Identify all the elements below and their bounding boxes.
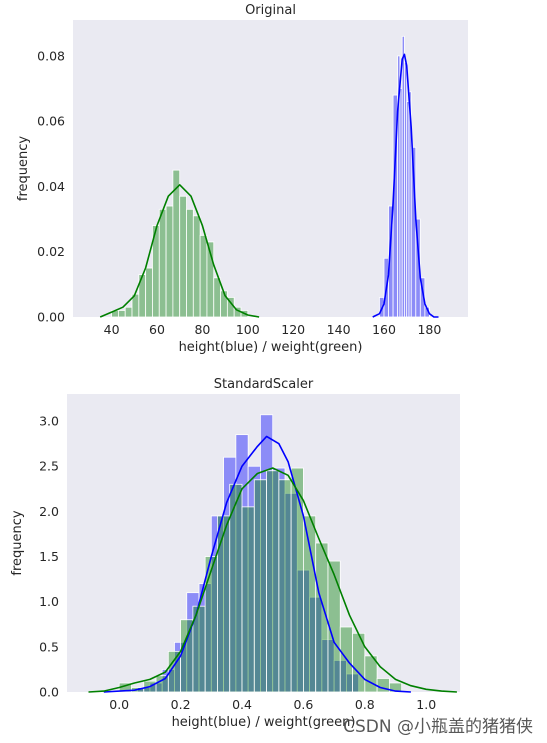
x-tick-label: 0.4	[232, 697, 252, 712]
bar-weight	[278, 479, 292, 693]
y-tick-label: 2.0	[39, 504, 59, 519]
y-tick-label: 0.0	[39, 685, 59, 700]
y-tick-label: 0.08	[37, 48, 65, 63]
x-tick-label: 0.2	[171, 697, 191, 712]
bar-weight	[172, 169, 181, 318]
x-tick-label: 0.0	[109, 697, 129, 712]
bar-weight	[124, 306, 133, 318]
kde-line-height	[103, 435, 411, 693]
y-tick-label: 0.06	[37, 114, 65, 129]
y-tick-label: 1.5	[39, 549, 59, 564]
y-axis-label: frequency	[10, 510, 25, 576]
x-tick-label: 180	[417, 322, 441, 337]
bar-weight	[253, 479, 267, 693]
y-tick-label: 3.0	[39, 414, 59, 429]
x-axis-label: height(blue) / weight(green)	[179, 340, 363, 355]
bar-weight	[165, 205, 174, 318]
x-tick-label: 160	[372, 322, 396, 337]
bar-weight	[327, 560, 341, 693]
bar-weight	[213, 277, 221, 318]
bar-weight	[179, 195, 187, 318]
x-tick-label: 40	[104, 322, 120, 337]
x-tick-label: 120	[281, 322, 305, 337]
x-tick-label: 1.0	[416, 697, 436, 712]
bar-weight	[192, 215, 201, 318]
x-tick-label: 100	[236, 322, 260, 337]
bar-weight	[303, 515, 317, 693]
bar-weight	[388, 682, 403, 693]
x-axis-label: height(blue) / weight(green)	[172, 715, 356, 730]
y-tick-label: 0.00	[37, 310, 65, 325]
bar-weight	[158, 208, 167, 318]
x-tick-label: 60	[149, 322, 165, 337]
bar-weight	[145, 267, 153, 318]
x-tick-label: 80	[194, 322, 210, 337]
bar-weight	[217, 515, 231, 693]
x-tick-label: 0.6	[293, 697, 313, 712]
y-tick-label: 1.0	[39, 594, 59, 609]
bar-weight	[180, 619, 194, 693]
y-tick-label: 0.04	[37, 179, 65, 194]
chart-title: Original	[245, 3, 296, 18]
watermark-text: CSDN @小瓶盖的猪猪侠	[343, 717, 533, 737]
chart-panel-2: 0.0 0.2 0.4 0.6 0.8 1.0 0.0 0.5 1.0 1.5 2.0 2.5 3.0 S…	[10, 377, 460, 730]
x-tick-label: 0.8	[355, 697, 375, 712]
kde-line-height	[372, 53, 439, 318]
chart-panel-1: 40 60 80 100 120 140 160 180 0.00 0.02 0.04 0.06 0.0…	[16, 3, 468, 355]
y-axis-label: frequency	[16, 136, 31, 202]
y-tick-label: 2.5	[39, 459, 59, 474]
bar-weight	[199, 235, 208, 318]
kde-line-weight	[99, 184, 260, 318]
chart-title: StandardScaler	[214, 377, 314, 392]
kde-line-weight	[88, 467, 457, 693]
y-tick-label: 0.02	[37, 244, 65, 259]
bar-weight	[118, 310, 126, 318]
bar-weight	[290, 467, 304, 693]
y-tick-label: 0.5	[39, 639, 59, 654]
x-tick-label: 140	[327, 322, 351, 337]
bar-weight	[186, 208, 194, 318]
plot-background	[67, 394, 460, 692]
bar-weight	[204, 556, 218, 693]
bar-height	[419, 277, 426, 318]
bar-weight	[241, 506, 255, 693]
bar-weight	[266, 470, 280, 693]
